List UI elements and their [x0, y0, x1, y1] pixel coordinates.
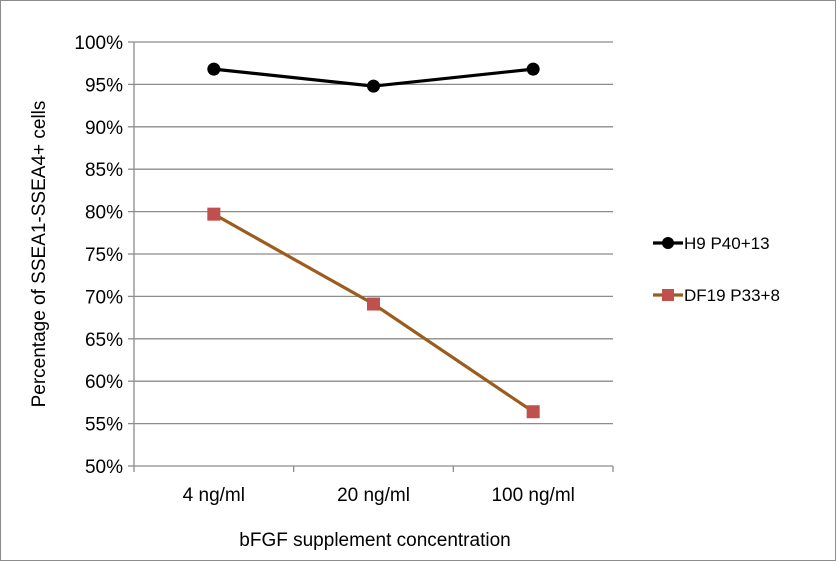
data-point	[526, 62, 540, 76]
data-point	[207, 207, 221, 221]
legend-marker	[662, 289, 674, 301]
legend-item: DF19 P33+8	[653, 286, 780, 305]
y-tick-label: 50%	[85, 457, 123, 478]
y-tick-label: 85%	[85, 160, 123, 181]
series-1	[207, 62, 540, 93]
y-tick-label: 65%	[85, 330, 123, 351]
legend-marker	[662, 237, 674, 249]
y-tick-label: 90%	[85, 118, 123, 139]
y-tick-label: 60%	[85, 372, 123, 393]
gridlines	[134, 41, 613, 425]
y-tick-label: 80%	[85, 203, 123, 224]
y-tick-label: 75%	[85, 245, 123, 266]
series-2	[207, 207, 540, 419]
legend-label: DF19 P33+8	[684, 286, 780, 305]
y-tick-label: 100%	[74, 33, 123, 54]
x-tick-labels: 4 ng/ml 20 ng/ml 100 ng/ml	[183, 485, 575, 506]
legend-item: H9 P40+13	[653, 234, 770, 253]
x-tick-label: 20 ng/ml	[337, 485, 410, 506]
y-axis-label: Percentage of SSEA1-SSEA4+ cells	[29, 101, 50, 408]
series-line	[213, 212, 535, 414]
x-tick-label: 4 ng/ml	[183, 485, 245, 506]
y-tick-labels: 50% 55% 60% 65% 70% 75% 80% 85% 90% 95% 100%	[74, 33, 123, 478]
axes	[128, 41, 614, 472]
y-tick-label: 55%	[85, 415, 123, 436]
data-point	[207, 62, 221, 76]
x-tick-label: 100 ng/ml	[491, 485, 574, 506]
legend: H9 P40+13 DF19 P33+8	[653, 234, 780, 305]
x-axis-label: bFGF supplement concentration	[239, 530, 510, 551]
y-tick-label: 95%	[85, 75, 123, 96]
y-tick-label: 70%	[85, 287, 123, 308]
data-point	[526, 405, 540, 419]
legend-label: H9 P40+13	[684, 234, 770, 253]
series-group	[207, 62, 540, 419]
data-point	[367, 79, 380, 93]
data-point	[367, 297, 380, 311]
